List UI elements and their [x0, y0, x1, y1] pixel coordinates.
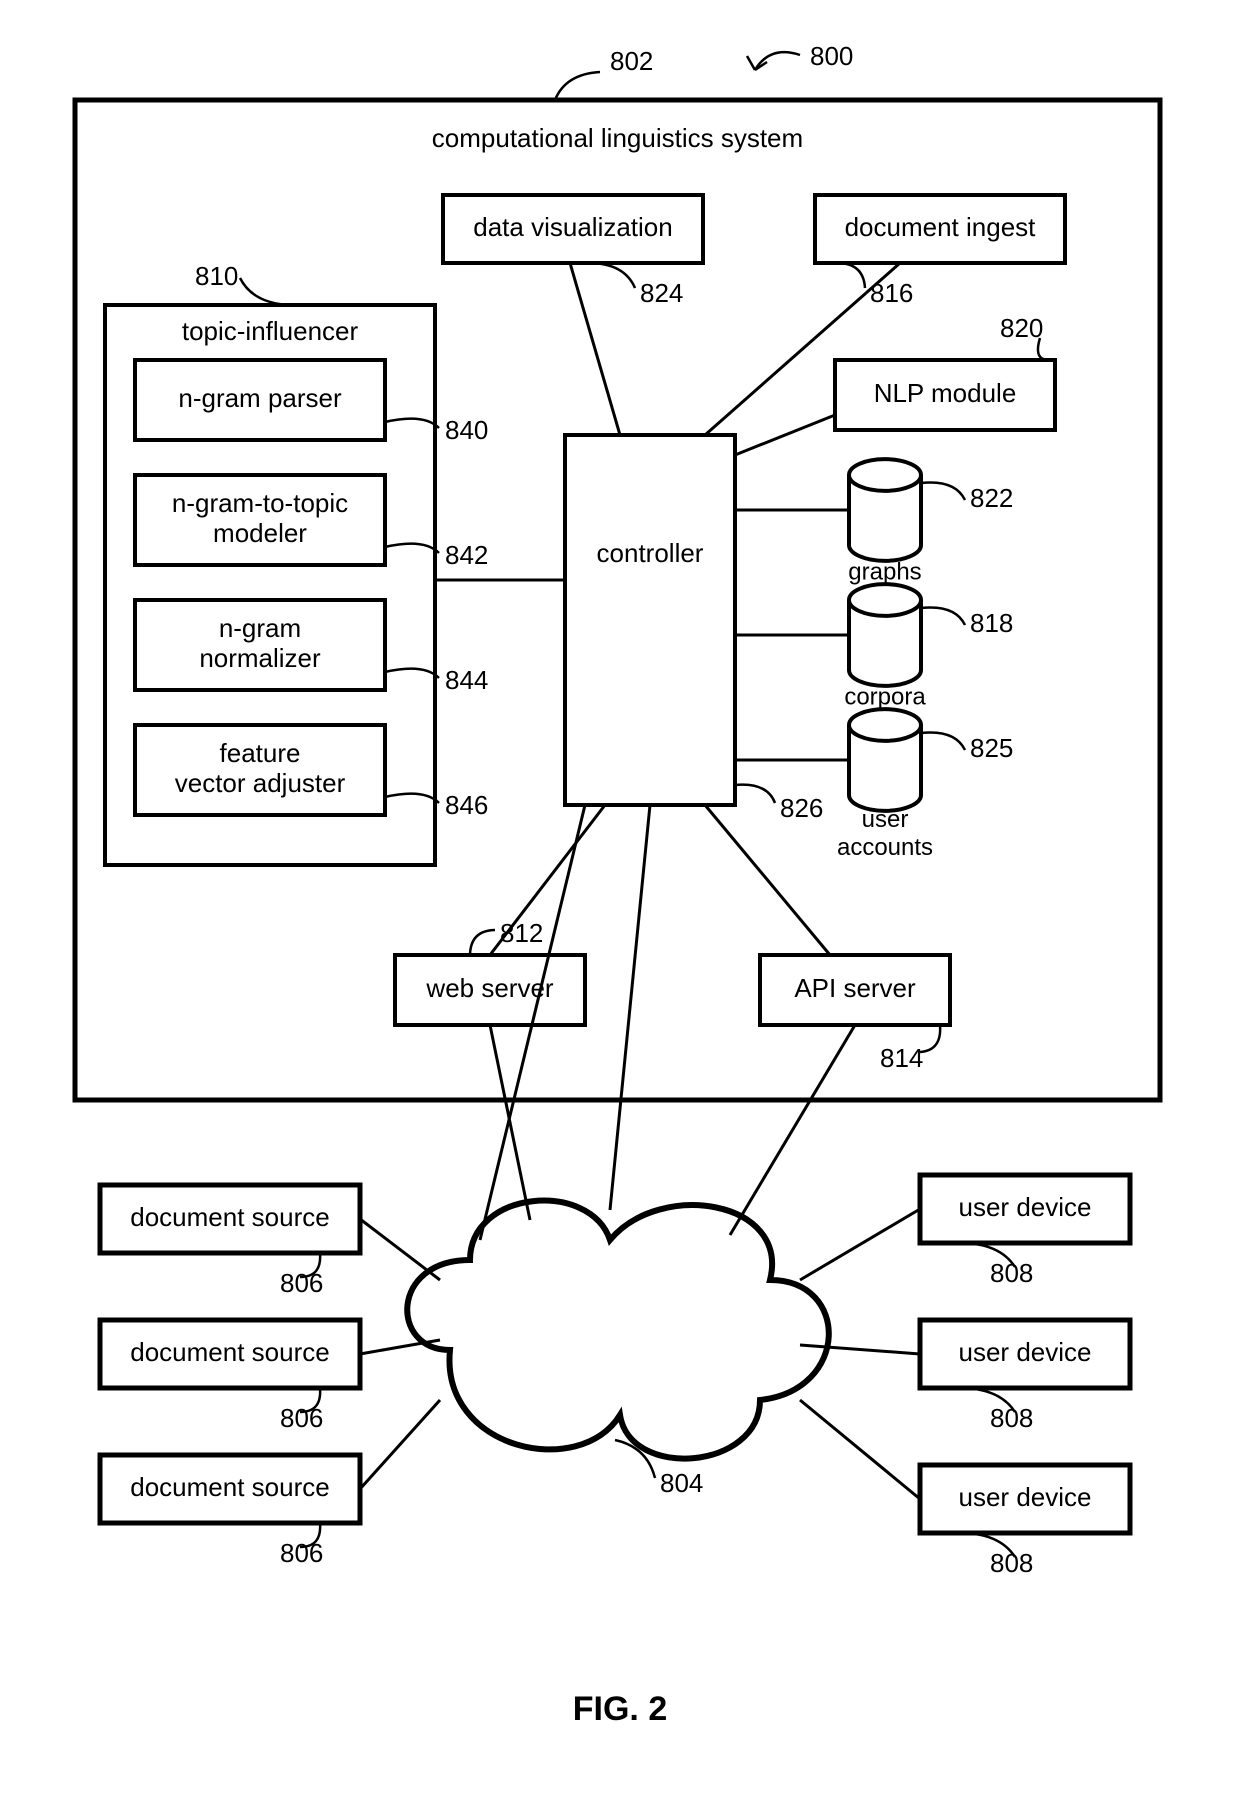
controller-label: controller [597, 538, 704, 568]
ref-810: 810 [195, 261, 238, 291]
ref-846: 846 [445, 790, 488, 820]
ref-824: 824 [640, 278, 683, 308]
db-corpora [849, 584, 921, 686]
db-accounts [849, 709, 921, 811]
db-label-graphs: graphs [848, 558, 921, 585]
ref-822: 822 [970, 483, 1013, 513]
figure-caption: FIG. 2 [573, 1690, 667, 1728]
ref-818: 818 [970, 608, 1013, 638]
user-device-label-2: user device [959, 1482, 1092, 1512]
label-api-server: API server [794, 973, 916, 1003]
cloud-icon [407, 1201, 829, 1459]
ref-804: 804 [660, 1468, 703, 1498]
ref-806-0: 806 [280, 1268, 323, 1298]
db-label-corpora: corpora [844, 683, 926, 710]
doc-source-label-2: document source [130, 1472, 329, 1502]
label-doc-ingest: document ingest [845, 212, 1037, 242]
doc-source-label-1: document source [130, 1337, 329, 1367]
ref-806-2: 806 [280, 1538, 323, 1568]
ref-802: 802 [610, 46, 653, 76]
ref-825: 825 [970, 733, 1013, 763]
label-data-viz: data visualization [473, 212, 672, 242]
ref-826: 826 [780, 793, 823, 823]
user-device-label-1: user device [959, 1337, 1092, 1367]
ref-842: 842 [445, 540, 488, 570]
ref-820: 820 [1000, 313, 1043, 343]
ref-840: 840 [445, 415, 488, 445]
ref-814: 814 [880, 1043, 923, 1073]
ref-800: 800 [810, 41, 853, 71]
label-web-server: web server [425, 973, 553, 1003]
doc-source-label-0: document source [130, 1202, 329, 1232]
system-title: computational linguistics system [432, 123, 803, 153]
topic-influencer-title: topic-influencer [182, 316, 359, 346]
db-graphs [849, 459, 921, 561]
controller-box [565, 435, 735, 805]
label-ngram-parser: n-gram parser [178, 383, 342, 413]
ref-806-1: 806 [280, 1403, 323, 1433]
nlp-label: NLP module [874, 378, 1017, 408]
ref-844: 844 [445, 665, 488, 695]
user-device-label-0: user device [959, 1192, 1092, 1222]
